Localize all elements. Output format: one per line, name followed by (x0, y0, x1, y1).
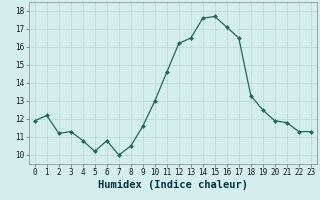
X-axis label: Humidex (Indice chaleur): Humidex (Indice chaleur) (98, 180, 248, 190)
